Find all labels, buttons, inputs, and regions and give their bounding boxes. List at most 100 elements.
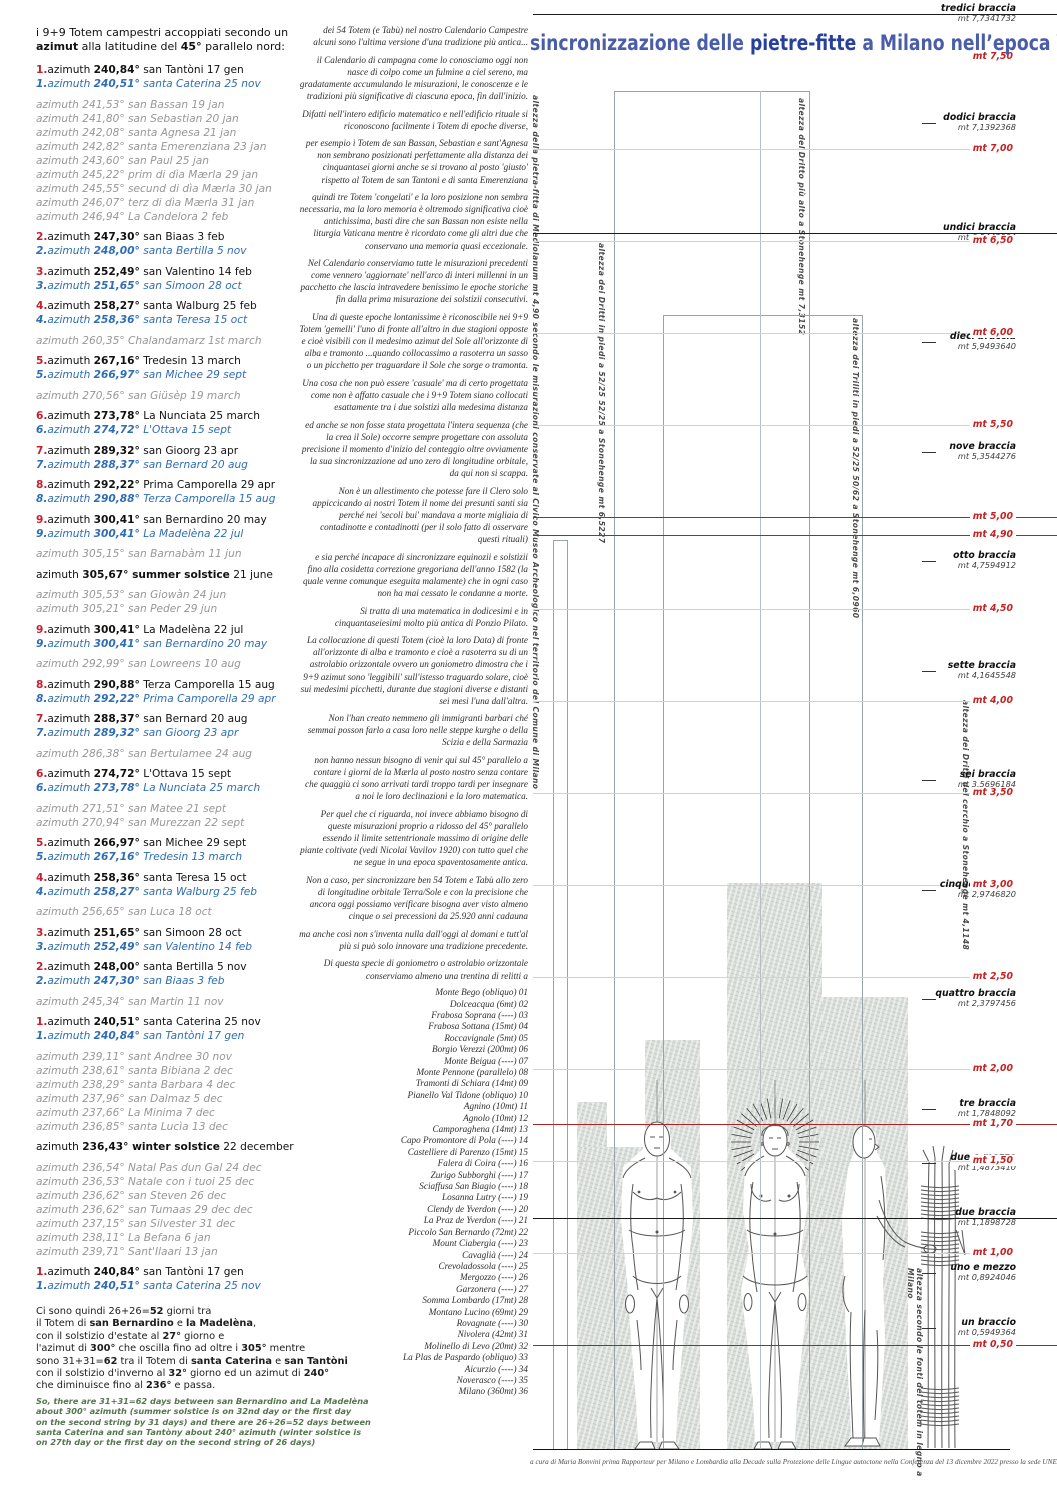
braccia-tick	[922, 342, 936, 343]
braccia-label: dodici braccia mt 7,1392368	[943, 112, 1016, 132]
braccia-label: quattro braccia mt 2,3797456	[935, 988, 1016, 1008]
azimuth-entry: 8.azimuth 292,22° Prima Camporella 29 ap…	[36, 692, 276, 705]
stone-height-label: altezza della pietra-fitta di Mediolanum…	[531, 95, 540, 790]
azimuth-entry: azimuth 241,53° san Bassan 19 jan	[36, 98, 225, 111]
azimuth-entry: 6.azimuth 274,72° L'Ottava 15 sept	[36, 768, 232, 780]
metre-label: mt 6,00	[969, 327, 1016, 338]
metre-line	[533, 609, 1010, 610]
braccia-label: nove braccia mt 5,3544276	[949, 441, 1016, 461]
footer-green-line: on 27th day or the first day on the seco…	[36, 1437, 316, 1448]
place-item: Somma Lombardo (17mt) 28	[422, 1295, 528, 1306]
braccia-label: sei braccia mt 3,5696184	[957, 769, 1016, 789]
azimuth-entry: azimuth 256,65° san Luca 18 oct	[36, 906, 212, 918]
azimuth-entry: azimuth 260,35° Chalandamarz 1st march	[36, 334, 262, 347]
azimuth-entry: azimuth 270,56° san Giüsèp 19 march	[36, 389, 241, 402]
place-item: Zurigo Subborghi (----) 17	[430, 1169, 528, 1180]
essay-paragraph: Una cosa che non può essere 'casuale' ma…	[302, 377, 528, 413]
places-list: Monte Bego (obliquo) 01 Dolceacqua (6mt) …	[299, 987, 528, 1398]
azimuth-entry: 6.azimuth 273,78° La Nunciata 25 march	[36, 410, 260, 422]
essay-paragraph: Di questa specie di goniometro o astrola…	[323, 958, 528, 981]
azimuth-entry: 9.azimuth 300,41° La Madelèna 22 jul	[36, 623, 244, 636]
footer-green-line: santa Caterina and san Tantòny about 240…	[36, 1427, 362, 1438]
azimuth-entry: 4.azimuth 258,36° santa Teresa 15 oct	[36, 871, 247, 884]
essay-paragraph: Per quel che ci riguarda, noi invece abb…	[300, 808, 528, 868]
place-item: Garzonera (----) 27	[456, 1283, 528, 1294]
header-line: i 9+9 Totem campestri accoppiati secondo…	[36, 26, 289, 39]
azimuth-entry: azimuth 305,67° summer solstice 21 june	[36, 568, 273, 581]
place-item: Camporaghena (14mt) 13	[432, 1124, 528, 1135]
braccia-label: tredici braccia mt 7,7341732	[940, 3, 1016, 23]
essay-column: dei 54 Totem (e Tabù) nel nostro Calenda…	[299, 24, 528, 1398]
braccia-label: sette braccia mt 4,1645548	[947, 660, 1016, 680]
left-footer-english: So, there are 31+31=62 days between san …	[36, 1396, 371, 1448]
azimuth-entry: 8.azimuth 290,88° Terza Camporella 15 au…	[36, 678, 275, 691]
azimuth-entry: 1.azimuth 240,84° san Tantòni 17 gen	[36, 64, 244, 76]
metre-line	[533, 793, 1010, 794]
place-item: Sciaffusa San Biagio (----) 18	[419, 1181, 528, 1192]
place-item: Roccavignale (5mt) 05	[444, 1032, 528, 1043]
header-line: azimut alla latitudine del 45° parallelo…	[36, 40, 285, 53]
place-item: Frabosa Soprana (----) 03	[431, 1009, 528, 1020]
azimuth-entry: azimuth 237,96° san Dalmaz 5 dec	[36, 1092, 223, 1105]
place-item: Tramonti di Schiara (14mt) 09	[415, 1078, 528, 1089]
left-footer-italian: Ci sono quindi 26+26=52 giorni tra il Tot…	[36, 1306, 348, 1393]
azimuth-entry: azimuth 236,62° san Steven 26 dec	[36, 1189, 227, 1202]
place-item: Mount Ciabergia (----) 23	[432, 1238, 528, 1249]
metre-label: mt 2,00	[969, 1063, 1016, 1074]
metre-label: mt 3,50	[969, 787, 1016, 798]
azimuth-entry: azimuth 245,34° san Martin 11 nov	[36, 995, 224, 1008]
place-item: Nivolera (42mt) 31	[457, 1329, 528, 1340]
place-item: Monte Bego (obliquo) 01	[435, 987, 528, 998]
place-item: Crevoladossola (----) 25	[438, 1260, 528, 1271]
azimuth-entry: 3.azimuth 252,49° san Valentino 14 feb	[36, 265, 252, 278]
azimuth-entry: 2.azimuth 248,00° santa Bertilla 5 nov	[36, 961, 247, 973]
essay-paragraph: ma anche così non s'inventa nulla dall'o…	[299, 928, 528, 951]
place-item: La Praz de Yverdon (----) 21	[423, 1215, 528, 1226]
azimuth-entry: 3.azimuth 251,65° san Simoon 28 oct	[36, 926, 242, 939]
essay-paragraph: il Calendario di campagna come lo conosc…	[299, 54, 528, 101]
metre-line	[533, 977, 1010, 978]
azimuth-entry: azimuth 242,82° santa Emerenziana 23 jan	[36, 140, 267, 153]
azimuth-entry: 9.azimuth 300,41° san Bernardino 20 may	[36, 637, 268, 650]
braccia-label: dieci braccia mt 5,9493640	[949, 331, 1016, 351]
azimuth-entry: azimuth 237,66° La Minima 7 dec	[36, 1106, 215, 1119]
azimuth-entry: 5.azimuth 267,16° Tredesin 13 march	[36, 355, 241, 367]
azimuth-entry: azimuth 236,43° winter solstice 22 decem…	[36, 1141, 294, 1153]
braccia-tick	[922, 890, 936, 891]
place-item: Agnino (10mt) 11	[463, 1101, 528, 1112]
azimuth-entry: azimuth 242,08° santa Agnesa 21 jan	[36, 126, 237, 139]
footer-green-line: on the second string by 31 days) and the…	[36, 1416, 371, 1427]
footer-line: sono 31+31=62 tra il Totem di santa Cate…	[36, 1355, 348, 1367]
azimuth-entry: 6.azimuth 274,72° L'Ottava 15 sept	[36, 424, 232, 436]
metre-line	[533, 241, 1010, 242]
wooden-totem-pole	[920, 1145, 966, 1449]
stone-height-label: altezza dei Dritti in piedi a 52/25 52/2…	[597, 243, 606, 544]
azimuth-entry: 1.azimuth 240,84° san Tantòni 17 gen	[36, 1266, 244, 1278]
braccia-line	[533, 233, 1057, 234]
figures-illustration	[621, 1080, 966, 1450]
essay-paragraph: Una di queste epoche lontanissime è rico…	[299, 311, 528, 371]
place-item: Dolceacqua (6mt) 02	[449, 998, 528, 1009]
azimuth-entry: azimuth 236,53° Natale con i tuoi 25 dec	[36, 1175, 255, 1188]
essay-paragraph: Si tratta di una matematica in dodicesim…	[334, 605, 528, 628]
footer-line: l'azimut di 300° che oscilla fino ad olt…	[36, 1343, 306, 1355]
azimuth-entry: 9.azimuth 300,41° san Bernardino 20 may	[36, 513, 267, 526]
braccia-tick	[922, 671, 936, 672]
essay-paragraph: quindi tre Totem 'congelati' e la loro p…	[299, 192, 528, 251]
azimuth-entry: 1.azimuth 240,51° santa Caterina 25 nov	[36, 78, 261, 90]
azimuth-entry: 7.azimuth 288,37° san Bernard 20 aug	[36, 713, 248, 725]
metre-label: mt 4,00	[969, 695, 1016, 706]
essay-paragraph: Non è un allestimento che potesse fare i…	[312, 485, 528, 545]
metre-label: mt 5,50	[969, 419, 1016, 430]
place-item: Montano Lucino (69mt) 29	[428, 1306, 528, 1317]
place-item: Mergozzo (----) 26	[459, 1272, 528, 1283]
place-item: Rovagnate (----) 30	[456, 1317, 528, 1328]
azimuth-entry: 1.azimuth 240,51° santa Caterina 25 nov	[36, 1016, 261, 1028]
braccia-tick	[922, 780, 936, 781]
place-item: Losanna Lutry (----) 19	[442, 1192, 528, 1203]
azimuth-entry: azimuth 245,22° prim di dìa Mærla 29 jan	[36, 168, 259, 181]
azimuth-entry: azimuth 246,94° La Candelora 2 feb	[36, 210, 229, 223]
azimuth-list-column: i 9+9 Totem campestri accoppiati secondo…	[36, 26, 371, 1448]
azimuth-entry: 7.azimuth 288,37° san Bernard 20 aug	[36, 458, 248, 471]
azimuth-entry: azimuth 292,99° san Lowreens 10 aug	[36, 658, 241, 670]
